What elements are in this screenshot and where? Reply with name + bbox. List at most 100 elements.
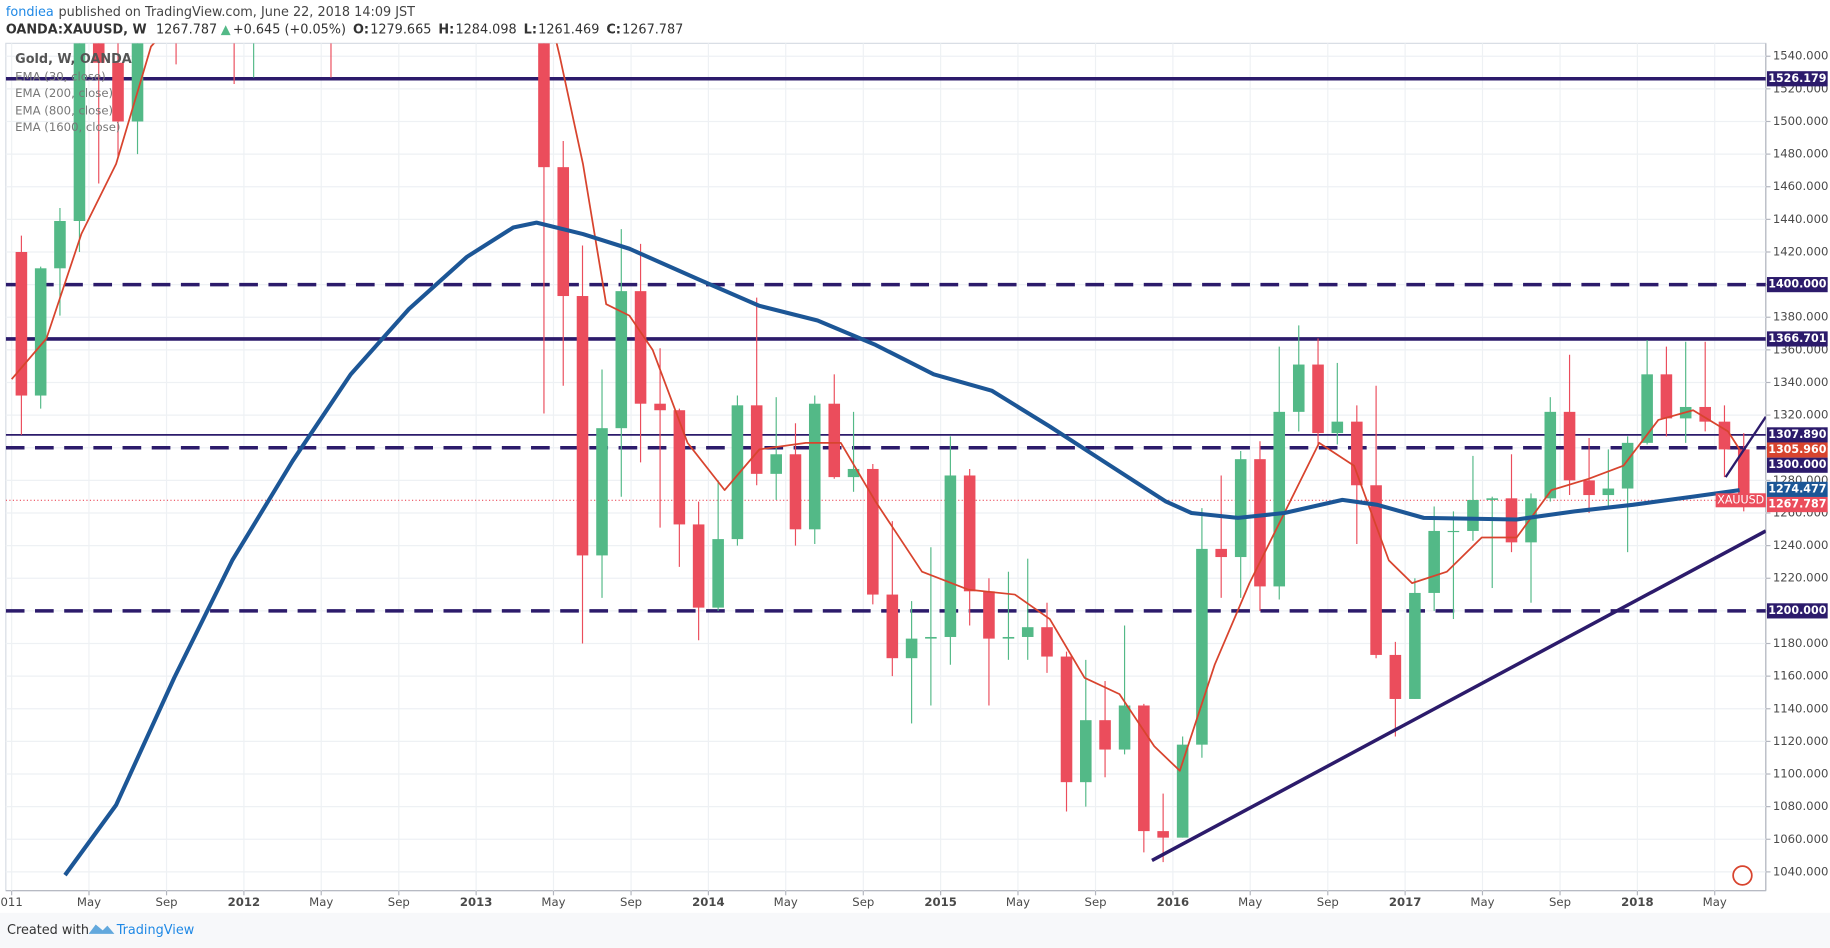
ohlc-key: C:: [606, 22, 621, 37]
candle-body: [634, 291, 647, 404]
candle-body: [112, 62, 124, 122]
y-tick-label: 1460.000: [1773, 179, 1829, 193]
candle-body: [1312, 364, 1324, 434]
candle-body: [1544, 411, 1557, 499]
candle-body: [1525, 498, 1537, 543]
y-tick-label: 1220.000: [1773, 571, 1829, 585]
candle-body: [596, 428, 608, 556]
candle-body: [1389, 654, 1402, 699]
header-line-1: fondiea published on TradingView.com, Jun…: [6, 4, 415, 19]
footer-bar: [0, 912, 1830, 948]
x-tick-label: May: [77, 895, 101, 909]
y-tick-label: 1120.000: [1773, 734, 1829, 748]
candle-body: [1273, 411, 1286, 587]
legend-entry: EMA (200, close): [15, 86, 113, 100]
candle-body: [15, 251, 28, 396]
candle-body: [789, 454, 802, 530]
ohlc-value: 1284.098: [455, 22, 516, 37]
candle-body: [1660, 374, 1673, 419]
y-tick-label: 1440.000: [1773, 212, 1829, 226]
axes: 1040.000 1060.000 1080.000 1100.000 1120.000…: [1, 49, 1829, 909]
candle-body: [944, 475, 957, 637]
candle-body: [692, 524, 705, 608]
price-label: 1366.701: [1768, 332, 1826, 345]
candle-body: [731, 405, 744, 540]
price-label-box: [1766, 277, 1828, 293]
y-tick-label: 1160.000: [1773, 669, 1829, 683]
legend-entry: EMA (800, close): [15, 104, 113, 118]
price-label-box: [1766, 496, 1828, 513]
candle-body: [1621, 442, 1634, 489]
price-label: 1300.000: [1768, 458, 1826, 471]
author[interactable]: fondiea: [6, 4, 54, 19]
candle-body: [131, 43, 144, 122]
x-tick-label: May: [309, 895, 333, 909]
price-label: 1274.477: [1768, 482, 1826, 495]
x-tick-label: Sep: [156, 895, 178, 909]
price-label: 1400.000: [1768, 278, 1826, 291]
candle-body: [1331, 421, 1344, 434]
candle-body: [538, 43, 550, 168]
candle-body: [673, 410, 686, 525]
price-label-box: [1766, 457, 1828, 473]
y-tick-label: 1380.000: [1773, 310, 1829, 324]
candle-body: [1080, 720, 1092, 783]
candle-body: [54, 220, 66, 269]
x-tick-label: Sep: [388, 895, 410, 909]
candle-body: [1292, 364, 1305, 412]
x-tick-label: May: [1470, 895, 1494, 909]
trendline: [1724, 416, 1766, 478]
legend: Gold, W, OANDA EMA (30, close) EMA (200,…: [15, 52, 132, 134]
candle-body: [1157, 831, 1169, 838]
candle-body: [1118, 705, 1131, 750]
ema-line: [11, 43, 1741, 772]
candle-body: [1486, 498, 1499, 500]
x-tick-label: May: [1006, 895, 1030, 909]
candle-body: [1176, 744, 1189, 838]
candle-body: [1234, 459, 1247, 558]
price-label-box: [1766, 481, 1828, 497]
candle-body: [557, 167, 570, 297]
header-line-2: OANDA:XAUUSD, W 1267.787 ▲ +0.645 (+0.05%) O…: [6, 22, 683, 37]
candle-body: [1428, 530, 1440, 593]
candle-body: [1254, 459, 1266, 587]
candle-body: [1737, 449, 1750, 501]
candle-body: [73, 43, 86, 221]
ohlc-key: O:: [353, 22, 369, 37]
candle-body: [867, 468, 879, 595]
candle-body: [770, 454, 782, 474]
x-tick-label: May: [541, 895, 565, 909]
y-tick-label: 1100.000: [1773, 767, 1829, 781]
y-tick-label: 1140.000: [1773, 701, 1829, 715]
x-tick-label: Sep: [1085, 895, 1107, 909]
candle-body: [1370, 485, 1382, 655]
candle-body: [983, 591, 995, 639]
symbol-tag: XAUUSD: [1717, 493, 1764, 506]
price-label-box: [1766, 603, 1828, 619]
alert-icon[interactable]: [1732, 865, 1753, 886]
candle-body: [34, 268, 47, 396]
y-tick-label: 1060.000: [1773, 832, 1829, 846]
price-label: 1267.787: [1768, 498, 1826, 511]
plot: [5, 43, 1766, 877]
candle-body: [828, 403, 841, 478]
x-tick-label: 011: [1, 895, 23, 909]
candle-body: [1718, 421, 1731, 450]
y-tick-label: 1240.000: [1773, 538, 1829, 552]
y-tick-label: 1480.000: [1773, 147, 1829, 161]
candle-body: [1196, 548, 1208, 745]
y-tick-label: 1320.000: [1773, 408, 1829, 422]
candle-body: [1002, 636, 1015, 639]
footer-brand[interactable]: TradingView: [116, 923, 195, 938]
x-tick-label: Sep: [1549, 895, 1571, 909]
candle-body: [1099, 720, 1111, 750]
candle-body: [808, 403, 821, 530]
y-tick-label: 1040.000: [1773, 864, 1829, 878]
price-label-box: [1766, 427, 1828, 443]
candle-body: [1563, 411, 1576, 481]
candle-body: [847, 468, 860, 478]
price-label: 1305.960: [1768, 443, 1826, 456]
